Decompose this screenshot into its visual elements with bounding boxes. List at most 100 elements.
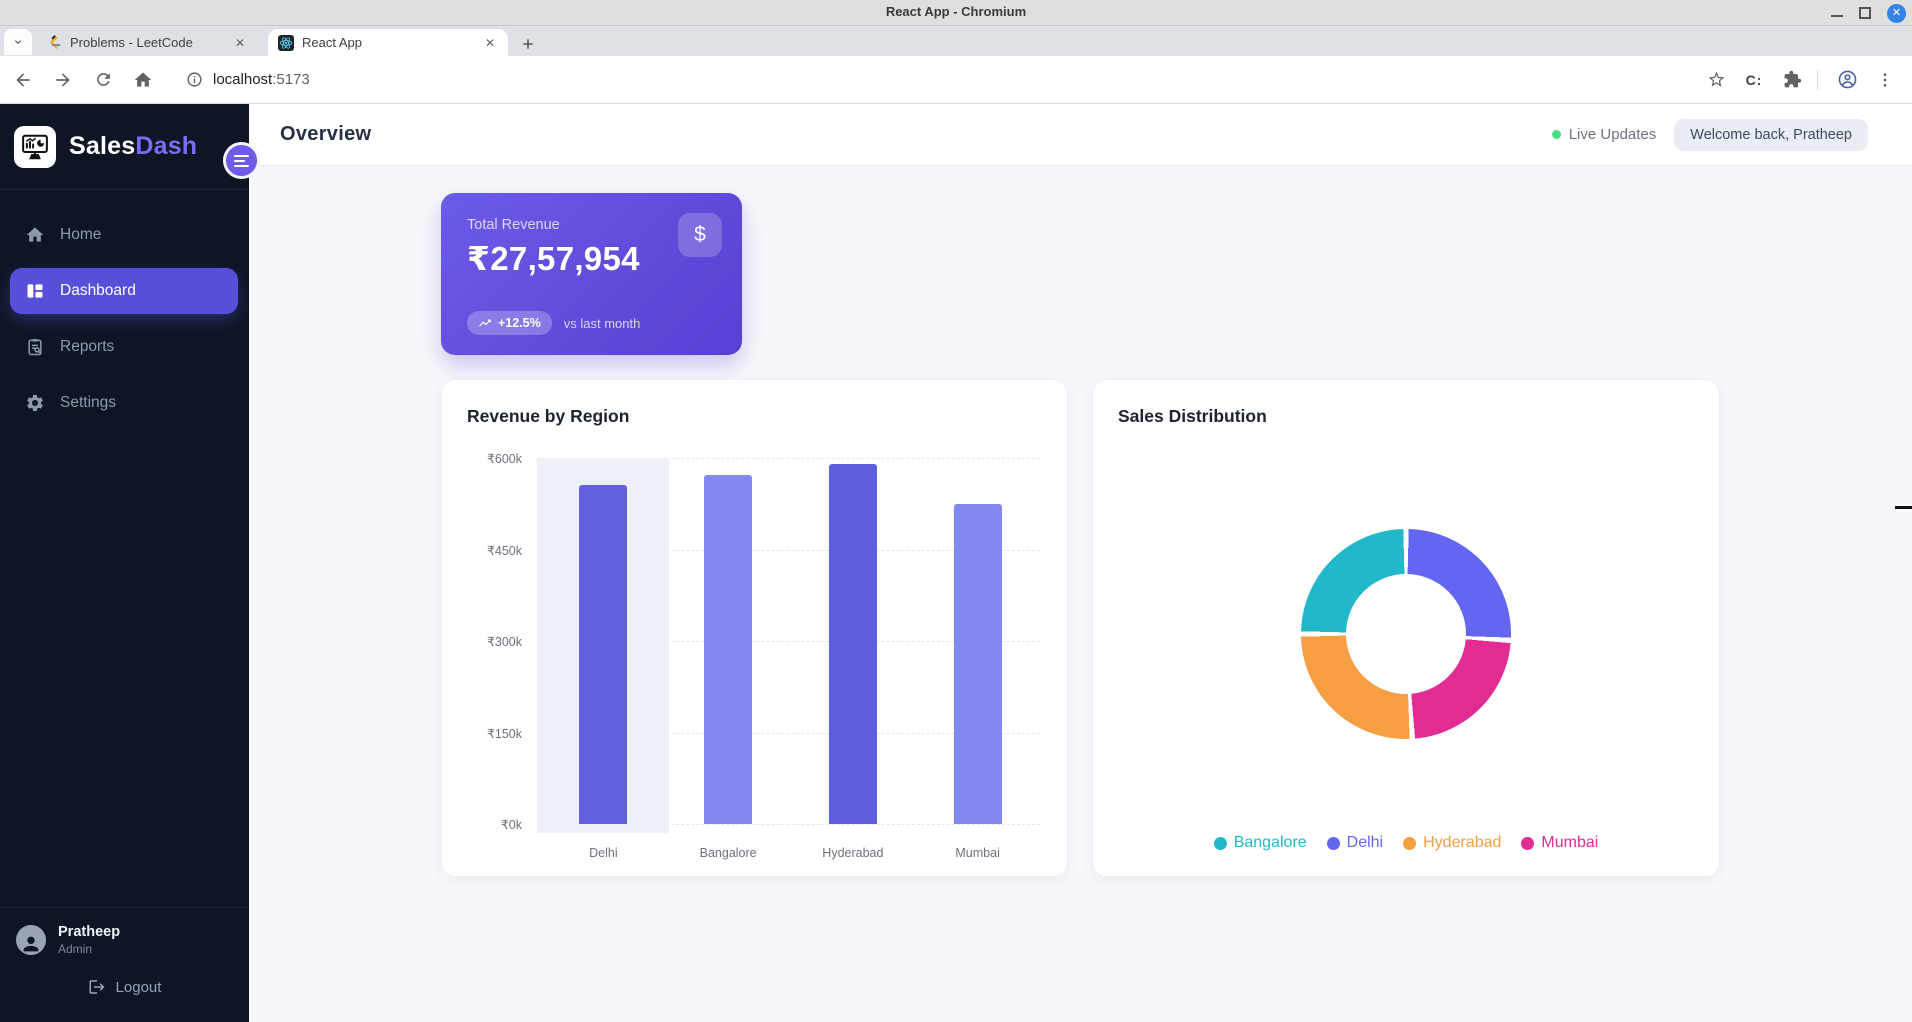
- new-tab-button[interactable]: [516, 32, 540, 56]
- live-updates-label: Live Updates: [1568, 126, 1657, 143]
- home-icon: [134, 72, 152, 87]
- home-button[interactable]: [126, 63, 160, 97]
- star-icon: [1708, 71, 1724, 87]
- app-root: SalesDash Home Dashboard Reports Setting…: [0, 104, 1912, 1022]
- bar-column-hyderabad[interactable]: [791, 458, 916, 824]
- window-close-button[interactable]: ✕: [1887, 3, 1906, 23]
- brand-logo: SalesDash: [0, 104, 249, 190]
- leetcode-favicon: [49, 34, 61, 49]
- site-info-icon[interactable]: [186, 71, 203, 88]
- bar[interactable]: [579, 485, 628, 824]
- revenue-delta-badge: +12.5%: [467, 311, 552, 335]
- legend-label: Hyderabad: [1423, 834, 1502, 851]
- tab-label: React App: [302, 35, 362, 50]
- logout-button[interactable]: Logout: [0, 966, 249, 1022]
- bar-chart-title: Revenue by Region: [467, 406, 630, 426]
- donut-chart[interactable]: [1301, 529, 1511, 739]
- dollar-icon: $: [678, 213, 722, 257]
- revenue-by-region-card: Revenue by Region ₹600k ₹450k ₹300k ₹150k ₹0…: [441, 379, 1068, 877]
- kebab-menu-icon: [1883, 72, 1887, 87]
- window-titlebar[interactable]: React App - Chromium ✕: [0, 0, 1912, 26]
- reload-icon: [96, 73, 110, 86]
- revenue-delta-note: vs last month: [563, 315, 641, 331]
- c-extension-icon: C:: [1745, 71, 1763, 88]
- extensions-button[interactable]: [1775, 63, 1809, 97]
- dashboard-content: Total Revenue ₹27,57,954 $ +12.5% vs las…: [441, 166, 1720, 877]
- chevron-down-icon: [15, 40, 21, 44]
- address-bar[interactable]: localhost:5173: [186, 71, 1695, 88]
- sidebar-collapse-button[interactable]: [223, 142, 260, 179]
- page-title: Overview: [280, 123, 372, 145]
- avatar: [16, 925, 46, 955]
- tab-strip: Problems - LeetCode ✕ React App ✕: [0, 26, 1912, 56]
- screen-edge-artifact: [1895, 506, 1912, 509]
- sales-distribution-card: Sales Distribution Bangalore Delhi: [1092, 379, 1720, 877]
- y-axis-tick-label: ₹0k: [500, 818, 522, 832]
- sidebar-item-reports[interactable]: Reports: [10, 324, 238, 370]
- donut-hole: [1346, 574, 1466, 694]
- legend-label: Bangalore: [1233, 834, 1307, 851]
- logout-label: Logout: [115, 978, 162, 996]
- bar-column-mumbai[interactable]: [915, 458, 1040, 824]
- bar-chart[interactable]: ₹600k ₹450k ₹300k ₹150k ₹0k Delhi Bangalore Hy…: [454, 450, 1040, 860]
- back-arrow-icon: [16, 72, 30, 87]
- profile-button[interactable]: [1830, 63, 1864, 97]
- bar-column-bangalore[interactable]: [666, 458, 791, 824]
- bar[interactable]: [704, 475, 753, 824]
- person-icon: [23, 936, 39, 952]
- forward-arrow-icon: [56, 72, 70, 87]
- tab-search-button[interactable]: [4, 29, 32, 55]
- forward-button[interactable]: [46, 63, 80, 97]
- legend-dot-icon: [1213, 836, 1227, 850]
- y-axis-tick-label: ₹150k: [486, 726, 522, 741]
- y-axis-tick-label: ₹600k: [486, 452, 522, 466]
- tab-close-icon[interactable]: ✕: [484, 35, 496, 50]
- tab-leetcode[interactable]: Problems - LeetCode ✕: [36, 29, 258, 56]
- x-axis-category-label: Mumbai: [955, 846, 1000, 860]
- browser-menu-button[interactable]: [1868, 63, 1902, 97]
- sidebar-item-label: Reports: [60, 338, 115, 355]
- sidebar-item-dashboard[interactable]: Dashboard: [10, 268, 238, 314]
- gridline: [541, 458, 1040, 459]
- reload-button[interactable]: [86, 63, 120, 97]
- bar-plot: Delhi Bangalore Hyderabad Mumbai: [537, 458, 1040, 860]
- total-revenue-card: Total Revenue ₹27,57,954 $ +12.5% vs las…: [441, 193, 742, 355]
- sidebar: SalesDash Home Dashboard Reports Setting…: [0, 104, 249, 1022]
- y-axis-tick-label: ₹300k: [486, 635, 522, 649]
- legend-item-mumbai[interactable]: Mumbai: [1521, 834, 1598, 852]
- gridline: [541, 641, 1040, 642]
- salesdash-logo-icon: [14, 125, 56, 168]
- legend-item-bangalore[interactable]: Bangalore: [1213, 834, 1307, 852]
- home-icon: [26, 227, 44, 242]
- sidebar-item-settings[interactable]: Settings: [10, 380, 238, 426]
- legend-dot-icon: [1403, 836, 1417, 850]
- donut-legend: Bangalore Delhi Hyderabad Mumbai: [1093, 834, 1719, 852]
- welcome-badge: Welcome back, Pratheep: [1674, 118, 1868, 151]
- legend-item-delhi[interactable]: Delhi: [1326, 834, 1384, 852]
- legend-dot-icon: [1326, 836, 1340, 850]
- bar-column-delhi[interactable]: [537, 458, 670, 833]
- window-maximize-button[interactable]: [1859, 7, 1871, 19]
- window-minimize-button[interactable]: [1831, 7, 1843, 19]
- bookmark-button[interactable]: [1699, 63, 1733, 97]
- user-profile: Pratheep Admin: [0, 908, 249, 966]
- page-header: Overview Live Updates Welcome back, Prat…: [249, 104, 1912, 166]
- legend-label: Delhi: [1346, 834, 1384, 851]
- sidebar-item-home[interactable]: Home: [10, 212, 238, 258]
- legend-item-hyderabad[interactable]: Hyderabad: [1403, 834, 1501, 852]
- puzzle-icon: [1784, 70, 1801, 88]
- toolbar-divider: [1817, 69, 1818, 90]
- trending-up-icon: [479, 319, 491, 327]
- bar[interactable]: [953, 504, 1002, 824]
- bar[interactable]: [828, 464, 877, 824]
- tab-close-icon[interactable]: ✕: [234, 35, 246, 50]
- sidebar-item-label: Dashboard: [60, 282, 136, 299]
- url-text[interactable]: localhost:5173: [213, 71, 310, 88]
- tab-react-app[interactable]: React App ✕: [268, 29, 508, 56]
- back-button[interactable]: [6, 63, 40, 97]
- user-name: Pratheep: [58, 924, 121, 940]
- gridline: [541, 732, 1040, 734]
- dashboard-layout-icon: [27, 284, 43, 298]
- extension-c-button[interactable]: C:: [1737, 63, 1771, 97]
- plus-icon: [523, 39, 533, 49]
